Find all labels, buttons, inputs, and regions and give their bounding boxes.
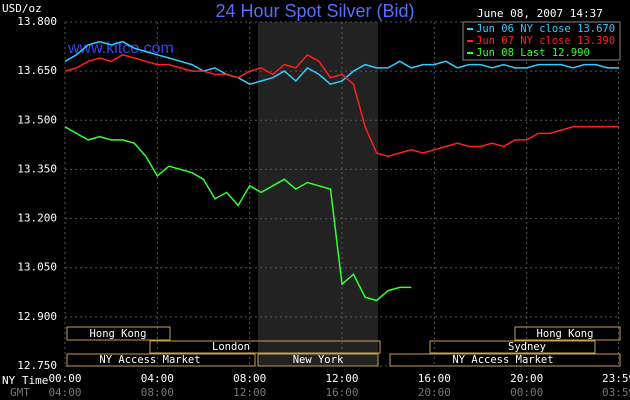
- session-box: [257, 353, 379, 367]
- x-tick-label: 23:59: [602, 372, 630, 385]
- ny-session-shade: [258, 22, 378, 366]
- session-label: NY Access Market: [99, 354, 200, 366]
- session-label: London: [212, 341, 250, 353]
- x-tick-label: 04:00: [141, 372, 174, 385]
- x-tick-label: 12:00: [325, 372, 358, 385]
- y-tick-label: 13.200: [17, 212, 57, 225]
- watermark: www.kitco.com: [67, 40, 174, 57]
- gmt-tick-label: 20:00: [418, 386, 451, 399]
- series-line: [64, 126, 412, 302]
- session-box: [429, 340, 596, 354]
- x-row-label: GMT: [10, 386, 30, 399]
- legend-label: Jun 08 Last 12.990: [476, 47, 590, 59]
- y-tick-label: 12.900: [17, 310, 57, 323]
- y-tick-label: 13.050: [17, 261, 57, 274]
- series-line: [64, 53, 619, 158]
- session-box: [149, 340, 381, 354]
- gmt-tick-label: 08:00: [141, 386, 174, 399]
- y-unit: USD/oz: [2, 2, 42, 15]
- x-tick-label: 16:00: [418, 372, 451, 385]
- x-tick-label: 20:00: [510, 372, 543, 385]
- x-tick-label: 08:00: [233, 372, 266, 385]
- timestamp: June 08, 2007 14:37: [477, 7, 603, 20]
- y-tick-label: 12.750: [17, 359, 57, 372]
- session-box: [66, 326, 171, 341]
- y-tick-label: 13.350: [17, 162, 57, 175]
- chart-title: 24 Hour Spot Silver (Bid): [215, 1, 414, 21]
- session-label: Hong Kong: [90, 328, 147, 340]
- gmt-tick-label: 00:00: [510, 386, 543, 399]
- x-tick-label: 00:00: [48, 372, 81, 385]
- x-row-label: NY Time: [2, 374, 48, 387]
- session-box: [514, 326, 621, 341]
- session-box: [389, 353, 621, 367]
- session-label: NY Access Market: [452, 354, 553, 366]
- session-label: Hong Kong: [537, 328, 594, 340]
- legend-label: Jun 06 NY close 13.670: [476, 23, 615, 35]
- gmt-tick-label: 12:00: [233, 386, 266, 399]
- series-line: [64, 40, 619, 86]
- session-label: New York: [293, 354, 344, 366]
- sessions: Hong Kong London NY Access Market New Yo…: [66, 326, 621, 367]
- gmt-tick-label: 03:59: [602, 386, 630, 399]
- lines: [64, 40, 619, 302]
- y-tick-label: 13.650: [17, 64, 57, 77]
- session-label: Sydney: [508, 341, 546, 353]
- y-tick-label: 13.800: [17, 15, 57, 28]
- session-box: [66, 353, 256, 367]
- gmt-tick-label: 16:00: [325, 386, 358, 399]
- legend: [462, 21, 621, 61]
- y-tick-label: 13.500: [17, 113, 57, 126]
- legend-label: Jun 07 NY close 13.390: [476, 35, 615, 47]
- gmt-tick-label: 04:00: [48, 386, 81, 399]
